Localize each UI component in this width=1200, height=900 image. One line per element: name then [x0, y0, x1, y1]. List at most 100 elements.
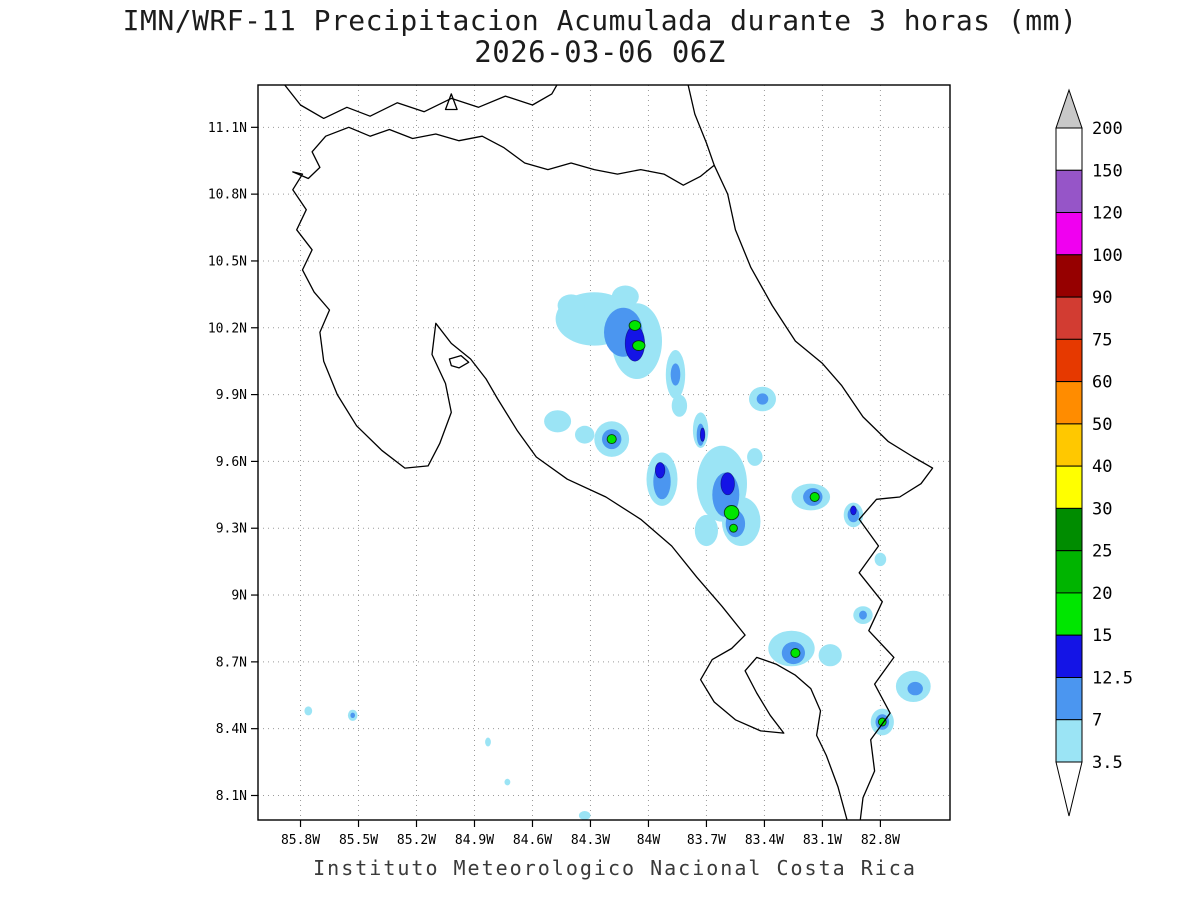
lake-island: [444, 93, 458, 111]
precip-cell-L1: [611, 285, 639, 308]
colorbar-label: 20: [1092, 584, 1112, 604]
lat-tick-label: 9.6N: [216, 455, 247, 470]
precip-cell-L4: [723, 505, 740, 521]
colorbar-label: 75: [1092, 330, 1112, 350]
precip-cell-L3: [720, 472, 735, 496]
precip-cell-L2: [670, 363, 681, 386]
colorbar: 200 150 120 100 90 75 60 50 40 30 25 20 15 12.5 7 3.5: [1055, 88, 1133, 817]
colorbar-label: 30: [1092, 499, 1112, 519]
precip-cell-L3: [850, 505, 857, 516]
precip-cell-L2: [350, 712, 356, 718]
precipitation-cells: [304, 285, 931, 820]
colorbar-segment: [1055, 677, 1083, 721]
colorbar-segment: [1055, 338, 1083, 383]
lon-tick-label: 84.3W: [571, 833, 610, 848]
precip-cell-L1: [304, 706, 313, 716]
precip-cell-L2: [859, 610, 867, 620]
precip-cell-L3: [654, 462, 666, 479]
isla-chira: [448, 354, 470, 369]
lon-tick-label: 83.4W: [745, 833, 784, 848]
costa-rica-outline: [292, 126, 934, 820]
plot-frame: [257, 84, 951, 821]
colorbar-arrow-bottom: [1055, 761, 1083, 817]
precip-cell-L1: [575, 425, 595, 444]
nicaragua-caribbean-coast: [687, 85, 715, 166]
colorbar-label: 25: [1092, 542, 1112, 562]
lon-tick-label: 83.1W: [803, 833, 842, 848]
colorbar-segment: [1055, 592, 1083, 636]
colorbar-label: 90: [1092, 288, 1112, 308]
lat-tick-label: 9N: [231, 589, 247, 604]
colorbar-label: 100: [1092, 246, 1123, 266]
lon-tick-label: 84.9W: [455, 833, 494, 848]
precip-cell-L1: [557, 294, 585, 317]
lake-nicaragua-shore: [283, 85, 558, 120]
precip-cell-L4: [729, 523, 738, 533]
colorbar-segment: [1055, 634, 1083, 679]
colorbar-label: 12.5: [1092, 669, 1133, 689]
axis-labels: 85.8W 85.5W 85.2W 84.9W 84.6W 84.3W 84W 83.7W 83…: [208, 121, 900, 848]
colorbar-label: 3.5: [1092, 753, 1123, 773]
colorbar-segment: [1055, 169, 1083, 214]
precip-cell-L4: [632, 340, 646, 351]
coastline: [283, 85, 934, 820]
footer-credit: Instituto Meteorologico Nacional Costa R…: [313, 856, 917, 880]
precip-cell-L4: [790, 648, 801, 658]
lon-tick-label: 84.6W: [513, 833, 552, 848]
lon-tick-label: 85.2W: [397, 833, 436, 848]
precip-cell-L1: [694, 514, 719, 547]
lat-tick-label: 8.4N: [216, 722, 247, 737]
lon-tick-label: 85.8W: [281, 833, 320, 848]
lon-tick-label: 85.5W: [339, 833, 378, 848]
precip-cell-L4: [606, 434, 617, 445]
precip-cell-L1: [504, 778, 511, 786]
axis-ticks: [251, 126, 882, 827]
colorbar-segment: [1055, 296, 1083, 340]
gridlines: [258, 85, 950, 820]
colorbar-label: 200: [1092, 119, 1123, 139]
lat-tick-label: 10.8N: [208, 188, 247, 203]
chart-subtitle: 2026-03-06 06Z: [474, 35, 726, 69]
colorbar-label: 60: [1092, 373, 1112, 393]
colorbar-segment: [1055, 465, 1083, 509]
colorbar-segment: [1055, 550, 1083, 594]
lon-tick-label: 82.8W: [861, 833, 900, 848]
colorbar-label: 7: [1092, 711, 1102, 731]
precip-cell-L1: [747, 448, 763, 466]
precip-cell-L1: [818, 644, 842, 667]
precip-cell-L1: [485, 737, 491, 747]
colorbar-segment: [1055, 127, 1083, 171]
lat-tick-label: 10.5N: [208, 254, 247, 269]
lon-tick-label: 83.7W: [687, 833, 726, 848]
colorbar-label: 15: [1092, 626, 1112, 646]
precip-cell-L4: [877, 717, 887, 727]
precip-cell-L1: [578, 811, 591, 820]
plot-area: [258, 85, 950, 820]
precip-cell-L1: [874, 552, 887, 567]
lon-tick-label: 84W: [637, 833, 661, 848]
colorbar-label: 120: [1092, 204, 1123, 224]
lat-tick-label: 8.7N: [216, 655, 247, 670]
colorbar-segment: [1055, 423, 1083, 467]
colorbar-segment: [1055, 381, 1083, 425]
precip-cell-L2: [756, 393, 769, 405]
precip-cell-L4: [628, 320, 642, 331]
colorbar-arrow-top: [1055, 88, 1083, 129]
colorbar-segment: [1055, 254, 1083, 298]
precip-cell-L2: [907, 681, 923, 696]
lat-tick-label: 9.3N: [216, 522, 247, 537]
colorbar-label: 40: [1092, 457, 1112, 477]
lat-tick-label: 10.2N: [208, 321, 247, 336]
lat-tick-label: 11.1N: [208, 121, 247, 136]
lat-tick-label: 9.9N: [216, 388, 247, 403]
precip-cell-L3: [699, 427, 706, 442]
colorbar-label: 150: [1092, 161, 1123, 181]
precip-cell-L1: [544, 410, 572, 433]
chart-title: IMN/WRF-11 Precipitacion Acumulada duran…: [122, 4, 1078, 37]
lat-tick-label: 8.1N: [216, 789, 247, 804]
precip-cell-L4: [809, 492, 820, 502]
colorbar-segment: [1055, 507, 1083, 552]
colorbar-segment: [1055, 719, 1083, 763]
